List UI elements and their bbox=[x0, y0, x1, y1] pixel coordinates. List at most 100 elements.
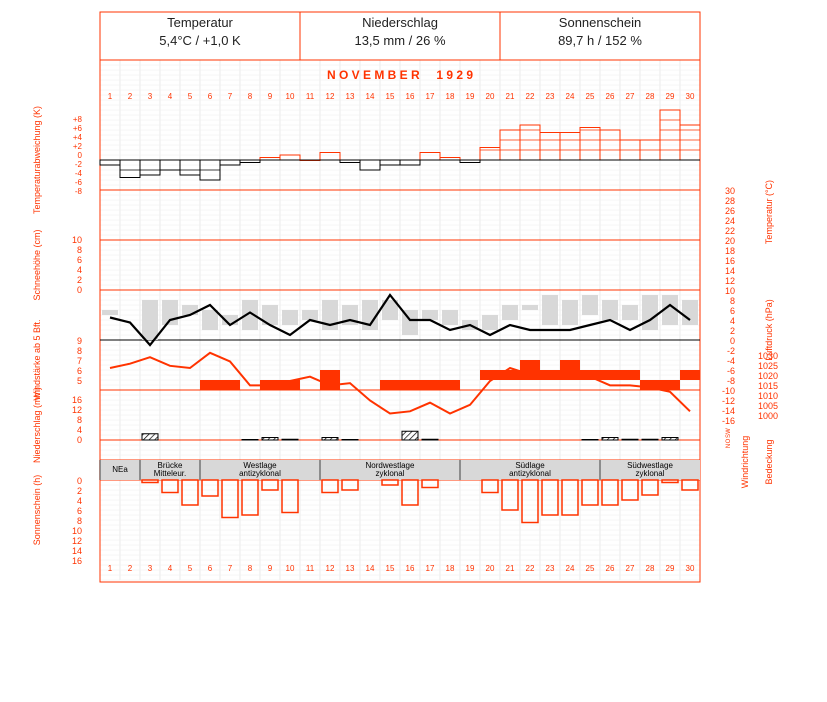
precip-bar bbox=[421, 438, 439, 441]
day-label-top: 16 bbox=[406, 92, 415, 101]
day-label-top: 26 bbox=[606, 92, 615, 101]
temperature-tick: -4 bbox=[727, 356, 735, 366]
temperature-tick: 4 bbox=[730, 316, 735, 326]
axis-title-wind: Windstärke ab 5 Bft. bbox=[32, 319, 42, 400]
temp-range-bar bbox=[382, 300, 398, 320]
sunshine-bar bbox=[201, 479, 219, 497]
wind-block bbox=[600, 370, 620, 380]
day-label-top: 13 bbox=[346, 92, 355, 101]
day-label-bottom: 22 bbox=[526, 564, 535, 573]
weather-type-line: antizyklonal bbox=[239, 469, 281, 478]
month-title: N O V E M B E R 1 9 2 9 bbox=[327, 68, 473, 82]
temperature-tick: 12 bbox=[725, 276, 735, 286]
temp-range-bar bbox=[202, 310, 218, 330]
day-label-top: 12 bbox=[326, 92, 335, 101]
wind-tick: 9 bbox=[77, 336, 82, 346]
temperature-tick: 18 bbox=[725, 246, 735, 256]
temperature-line bbox=[109, 293, 691, 347]
wind-block bbox=[320, 370, 340, 380]
temperature-tick: 10 bbox=[725, 286, 735, 296]
wind-block bbox=[400, 380, 420, 390]
day-label-top: 2 bbox=[128, 92, 133, 101]
precip-tick: 0 bbox=[77, 435, 82, 445]
temp-range-bar bbox=[102, 310, 118, 315]
day-label-top: 5 bbox=[188, 92, 193, 101]
day-label-top: 10 bbox=[286, 92, 295, 101]
sunshine-bar bbox=[241, 479, 259, 516]
day-label-bottom: 3 bbox=[148, 564, 153, 573]
temp-range-bar bbox=[502, 305, 518, 320]
day-label-top: 24 bbox=[566, 92, 575, 101]
day-label-top: 14 bbox=[366, 92, 375, 101]
weather-type-line: zyklonal bbox=[376, 469, 405, 478]
weather-type-line: zyklonal bbox=[636, 469, 665, 478]
temp-range-bar bbox=[602, 300, 618, 320]
temp-range-bar bbox=[662, 295, 678, 325]
day-label-top: 8 bbox=[248, 92, 253, 101]
wind-block bbox=[420, 380, 440, 390]
precip-bar bbox=[621, 438, 639, 441]
wind-tick: 7 bbox=[77, 356, 82, 366]
temperature-tick: 28 bbox=[725, 196, 735, 206]
wind-block bbox=[560, 370, 580, 380]
wind-tick: 5 bbox=[77, 376, 82, 386]
sunshine-bar bbox=[641, 479, 659, 496]
temperature-tick: 22 bbox=[725, 226, 735, 236]
snow-tick: 8 bbox=[77, 245, 82, 255]
precip-tick: 16 bbox=[72, 395, 82, 405]
temperature-tick: 0 bbox=[730, 336, 735, 346]
sunshine-bar bbox=[621, 479, 639, 501]
wind-tick: 8 bbox=[77, 346, 82, 356]
temp-dev-tick: -2 bbox=[75, 160, 83, 169]
day-label-top: 23 bbox=[546, 92, 555, 101]
axis-title-pressure: Luftdruck (hPa) bbox=[764, 299, 774, 361]
day-label-top: 19 bbox=[466, 92, 475, 101]
day-label-top: 25 bbox=[586, 92, 595, 101]
temp-dev-bar bbox=[279, 154, 301, 161]
sun-tick: 8 bbox=[77, 516, 82, 526]
sun-tick: 10 bbox=[72, 526, 82, 536]
day-label-top: 6 bbox=[208, 92, 213, 101]
day-label-top: 18 bbox=[446, 92, 455, 101]
weather-type-line: Mitteleur. bbox=[154, 469, 186, 478]
temperature-tick: 6 bbox=[730, 306, 735, 316]
day-label-bottom: 10 bbox=[286, 564, 295, 573]
day-label-top: 21 bbox=[506, 92, 515, 101]
weather-type-line: antizyklonal bbox=[509, 469, 551, 478]
day-label-bottom: 13 bbox=[346, 564, 355, 573]
snow-tick: 4 bbox=[77, 265, 82, 275]
temperature-tick: -14 bbox=[722, 406, 735, 416]
sunshine-bar bbox=[181, 479, 199, 506]
precip-bar bbox=[261, 437, 279, 441]
temp-range-bar bbox=[522, 305, 538, 310]
temp-range-bar bbox=[542, 295, 558, 325]
wind-block bbox=[220, 380, 240, 390]
precip-tick: 12 bbox=[72, 405, 82, 415]
precip-bar bbox=[661, 437, 679, 441]
day-label-bottom: 18 bbox=[446, 564, 455, 573]
pressure-tick: 1015 bbox=[758, 381, 778, 391]
wind-dir-tick: O bbox=[726, 438, 732, 443]
weather-type-band bbox=[100, 460, 700, 480]
wind-block bbox=[540, 370, 560, 380]
temperature-tick: 30 bbox=[725, 186, 735, 196]
temp-range-bar bbox=[482, 315, 498, 330]
temp-range-bar bbox=[362, 300, 378, 330]
day-label-bottom: 11 bbox=[306, 564, 315, 573]
snow-tick: 0 bbox=[77, 285, 82, 295]
temp-range-bar bbox=[682, 300, 698, 325]
wind-block bbox=[580, 370, 600, 380]
sunshine-bar bbox=[421, 479, 439, 489]
temp-dev-tick: +2 bbox=[73, 142, 83, 151]
temp-dev-bar bbox=[219, 159, 241, 166]
temperature-tick: -12 bbox=[722, 396, 735, 406]
temperature-tick: -8 bbox=[727, 376, 735, 386]
day-label-bottom: 1 bbox=[108, 564, 113, 573]
weather-type-line: Nordwestlage bbox=[366, 461, 415, 470]
temp-dev-bar bbox=[399, 159, 421, 166]
axis-title-temp-dev: Temperaturabweichung (K) bbox=[32, 106, 42, 214]
wind-tick: 6 bbox=[77, 366, 82, 376]
precip-bar bbox=[141, 433, 159, 441]
weather-type-line: Südwestlage bbox=[627, 461, 673, 470]
temp-dev-tick: 0 bbox=[78, 151, 83, 160]
